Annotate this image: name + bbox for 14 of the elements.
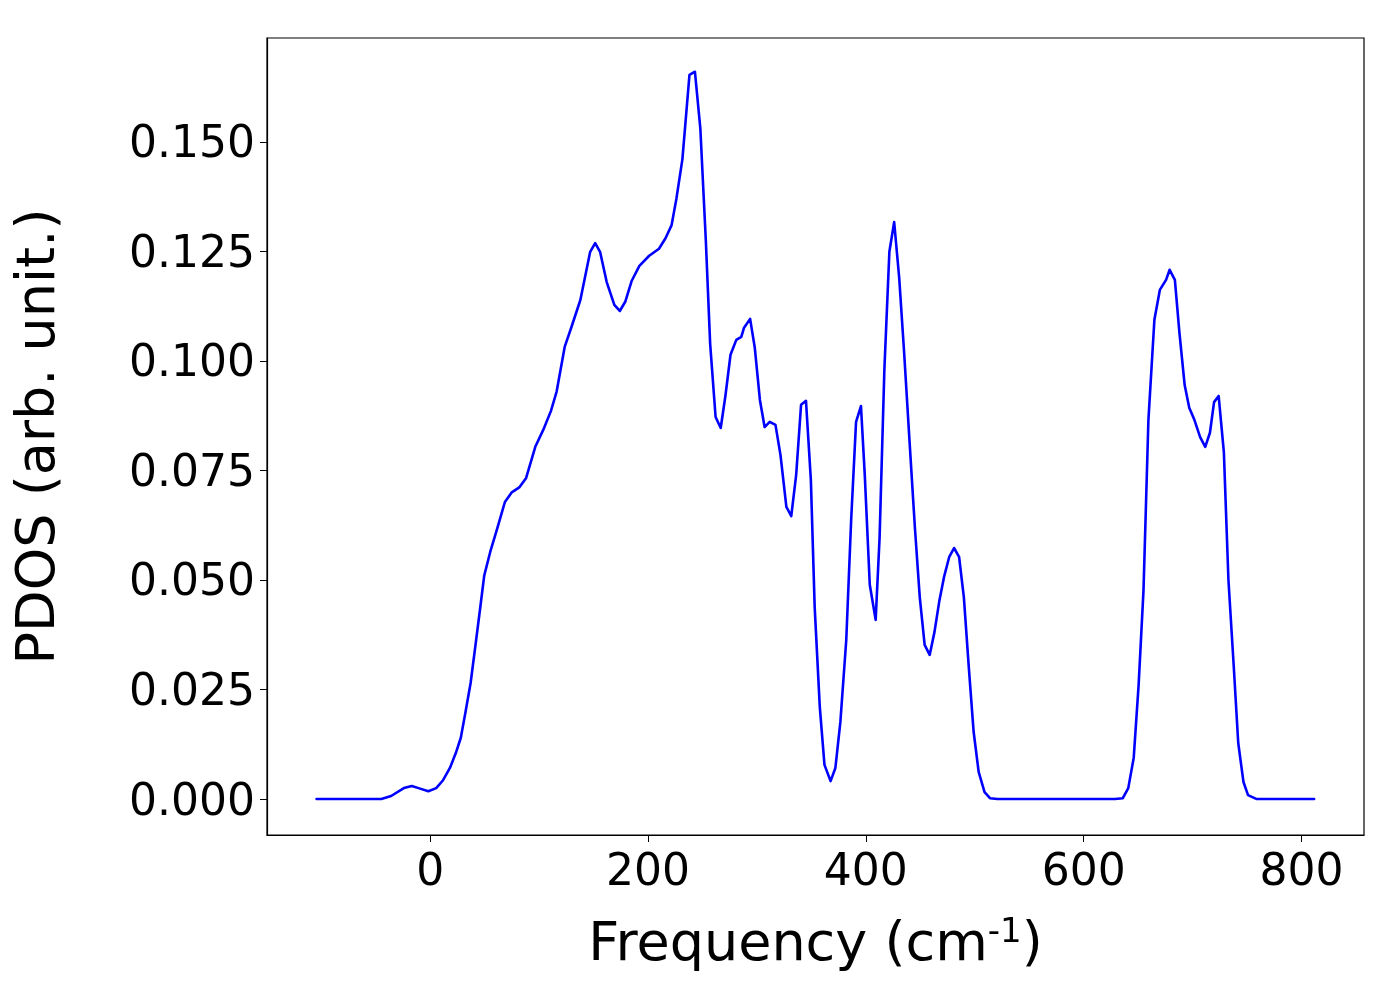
y-axis-title: PDOS (arb. unit.): [3, 208, 67, 665]
x-tick-label: 600: [1041, 843, 1126, 895]
y-tick-label: 0.150: [129, 116, 255, 168]
y-tick-label: 0.100: [129, 335, 255, 387]
x-tick-label: 800: [1259, 843, 1344, 895]
x-tick-label: 200: [606, 843, 691, 895]
y-tick-label: 0.050: [129, 554, 255, 606]
y-tick-label: 0.075: [129, 444, 255, 496]
line-series: [315, 70, 1316, 801]
y-tick-label: 0.000: [129, 773, 255, 825]
y-tick-label: 0.025: [129, 664, 255, 716]
x-tick-label: 0: [416, 843, 445, 895]
x-tick-label: 400: [823, 843, 908, 895]
y-tick-label: 0.125: [129, 225, 255, 277]
